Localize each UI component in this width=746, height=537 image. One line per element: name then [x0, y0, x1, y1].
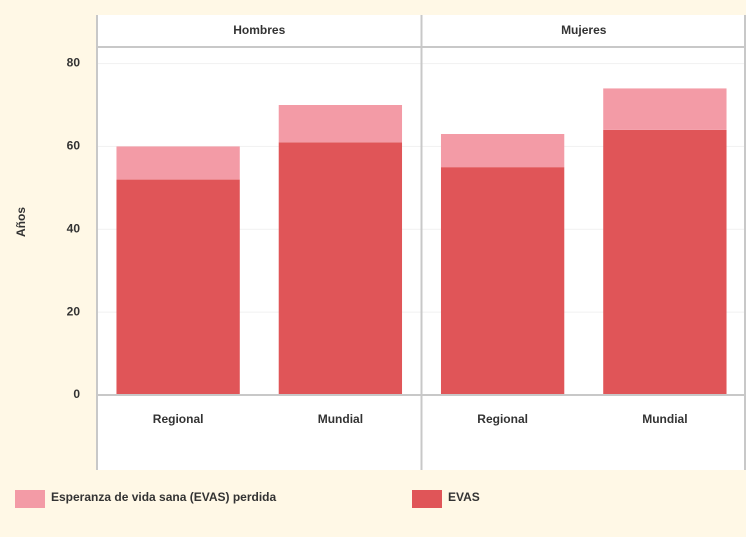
x-tick-label: Regional — [477, 412, 528, 426]
facet-title: Mujeres — [561, 23, 607, 37]
legend-label: Esperanza de vida sana (EVAS) perdida — [51, 490, 277, 504]
y-axis-label: Años — [14, 207, 28, 237]
y-tick-label: 40 — [67, 221, 81, 235]
bar-segment — [278, 105, 403, 143]
y-tick-label: 20 — [67, 304, 81, 318]
x-tick-label: Mundial — [318, 412, 363, 426]
facet-title: Hombres — [233, 23, 285, 37]
y-tick-label: 0 — [73, 387, 80, 401]
legend-item: Esperanza de vida sana (EVAS) perdida — [15, 490, 345, 508]
bar-segment — [116, 179, 240, 395]
legend-label: EVAS — [448, 490, 480, 504]
bar-segment — [440, 167, 565, 395]
y-tick-label: 80 — [67, 56, 81, 70]
bar-segment — [116, 146, 240, 180]
y-tick-label: 60 — [67, 139, 81, 153]
x-tick-label: Mundial — [642, 412, 687, 426]
legend-swatch — [412, 490, 442, 508]
bar-segment — [603, 129, 727, 395]
legend-item: EVAS — [412, 490, 480, 508]
x-tick-label: Regional — [153, 412, 204, 426]
bar-segment — [278, 142, 403, 395]
bar-segment — [440, 134, 565, 168]
legend-swatch — [15, 490, 45, 508]
bar-segment — [603, 88, 727, 130]
